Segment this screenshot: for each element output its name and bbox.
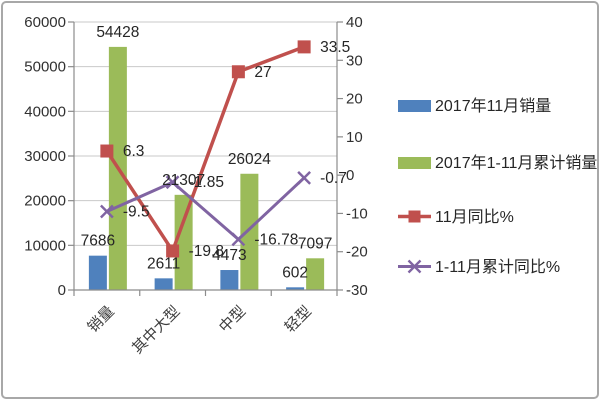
left-axis-tick-label: 50000: [24, 59, 66, 76]
marker-square: [100, 144, 114, 158]
line-series-x: [106, 176, 306, 242]
left-axis-tick-label: 40000: [24, 103, 66, 120]
right-axis-tick-label: 10: [346, 129, 363, 146]
bar-cumulative-sales: [174, 194, 193, 290]
left-axis-tick-label: 30000: [24, 148, 66, 165]
line-series-square: [105, 45, 305, 255]
data-label: 6.3: [123, 143, 145, 160]
marker-x: [231, 232, 246, 247]
left-axis-tick-label: 0: [58, 282, 66, 299]
data-label: 26024: [228, 151, 271, 168]
bar-monthly-sales: [286, 287, 305, 290]
bar-cumulative-sales: [240, 173, 259, 290]
data-label: -19.8: [189, 243, 224, 260]
category-label: 销量: [84, 303, 117, 336]
category-label: 中型: [216, 303, 249, 336]
left-axis-tick-label: 20000: [24, 193, 66, 210]
right-axis-tick-label: -10: [346, 205, 368, 222]
left-axis-tick-label: 60000: [24, 14, 66, 31]
bar-cumulative-sales: [306, 258, 325, 290]
data-label: -1.85: [189, 174, 224, 191]
data-label: 33.5: [320, 39, 350, 56]
category-label: 其中大型: [129, 303, 183, 357]
data-label: 7686: [81, 233, 115, 250]
data-label: 7097: [298, 235, 332, 252]
data-label: 21307: [162, 172, 205, 189]
data-label: 2611: [147, 255, 180, 272]
bar-monthly-sales: [220, 270, 239, 290]
category-label: 轻型: [282, 303, 315, 336]
data-label: -16.78: [254, 231, 298, 248]
marker-square: [297, 40, 311, 54]
bar-monthly-sales: [88, 255, 107, 290]
marker-x: [165, 175, 180, 190]
right-axis-tick-label: -30: [346, 282, 368, 299]
data-label: 602: [282, 264, 308, 281]
right-axis-tick-label: 0: [346, 167, 354, 184]
marker-x: [99, 204, 114, 219]
data-label: -9.5: [123, 204, 150, 221]
data-label: 4473: [212, 247, 246, 264]
marker-square: [231, 65, 245, 79]
right-axis-tick-label: 40: [346, 14, 363, 31]
data-label: 54428: [96, 24, 139, 41]
right-axis-tick-label: 30: [346, 52, 363, 69]
marker-x: [297, 170, 312, 185]
right-axis-tick-label: -20: [346, 244, 368, 261]
bar-monthly-sales: [154, 278, 173, 290]
data-label: 27: [254, 64, 271, 81]
marker-square: [166, 244, 180, 258]
data-label: -0.7: [320, 170, 347, 187]
right-axis-tick-label: 20: [346, 91, 363, 108]
left-axis-tick-label: 10000: [24, 237, 66, 254]
